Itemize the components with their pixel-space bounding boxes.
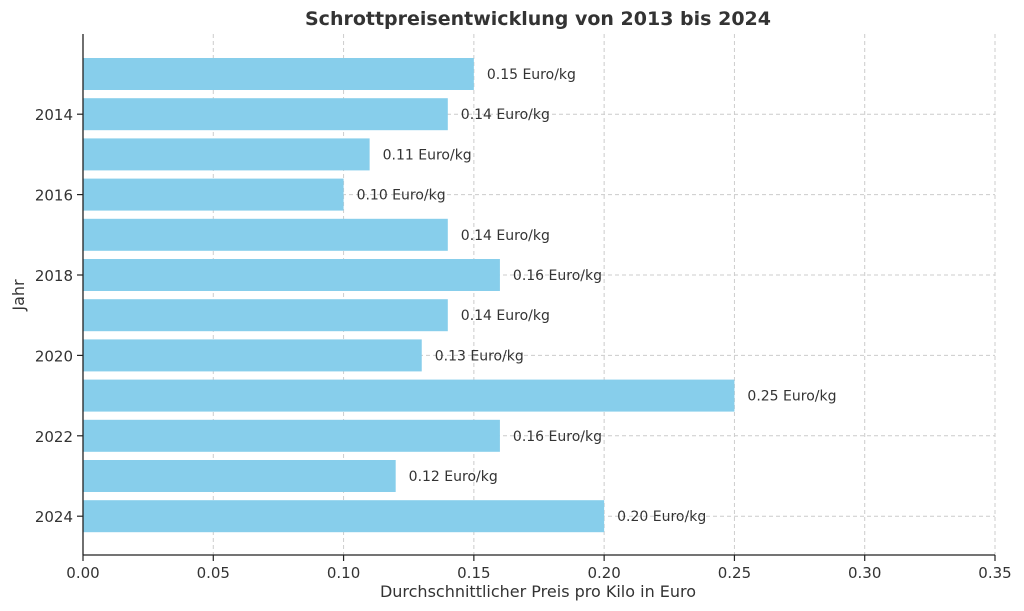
axes <box>82 34 995 556</box>
x-tick-label: 0.15 <box>457 564 490 582</box>
bar-2018 <box>83 259 500 291</box>
y-tick-label: 2014 <box>35 106 73 124</box>
data-label-2013: 0.15 Euro/kg <box>487 67 576 83</box>
bar-2016 <box>83 178 344 211</box>
data-label-2019: 0.14 Euro/kg <box>461 308 550 324</box>
x-tick-label: 0.10 <box>327 564 360 582</box>
bar-2021 <box>83 379 735 412</box>
x-tick-label: 0.05 <box>197 564 230 582</box>
bar-2014 <box>83 98 448 131</box>
bar-2022 <box>83 419 500 452</box>
data-label-2021: 0.25 Euro/kg <box>747 389 836 405</box>
y-tick-label: 2016 <box>35 187 73 205</box>
bar-2023 <box>83 460 396 492</box>
y-tick-label: 2018 <box>35 267 73 285</box>
data-label-2017: 0.14 Euro/kg <box>461 228 550 244</box>
data-label-2015: 0.11 Euro/kg <box>383 147 472 163</box>
bar-2020 <box>83 339 422 372</box>
data-labels: 0.15 Euro/kg 0.14 Euro/kg 0.11 Euro/kg 0.10… <box>357 67 837 525</box>
data-label-2016: 0.10 Euro/kg <box>357 188 446 204</box>
data-label-2023: 0.12 Euro/kg <box>409 469 498 485</box>
x-ticks: 0.00 0.05 0.10 0.15 0.20 0.25 0.30 0.35 <box>66 555 1012 582</box>
bar-2015 <box>83 138 370 171</box>
data-label-2014: 0.14 Euro/kg <box>461 107 550 123</box>
x-tick-label: 0.00 <box>66 564 99 582</box>
bar-2017 <box>83 218 448 251</box>
data-label-2024: 0.20 Euro/kg <box>617 509 706 525</box>
bars <box>83 58 735 533</box>
bar-2019 <box>83 299 448 332</box>
data-label-2020: 0.13 Euro/kg <box>435 348 524 364</box>
chart-title: Schrottpreisentwicklung von 2013 bis 202… <box>305 8 771 30</box>
y-tick-label: 2022 <box>35 428 73 446</box>
x-axis-title: Durchschnittlicher Preis pro Kilo in Eur… <box>380 582 696 601</box>
data-label-2018: 0.16 Euro/kg <box>513 268 602 284</box>
y-axis-title: Jahr <box>9 279 28 312</box>
y-tick-label: 2020 <box>35 347 73 365</box>
x-tick-label: 0.35 <box>978 564 1011 582</box>
grid <box>82 34 996 555</box>
data-label-2022: 0.16 Euro/kg <box>513 429 602 445</box>
x-tick-label: 0.25 <box>718 564 751 582</box>
x-tick-label: 0.20 <box>587 564 620 582</box>
x-tick-label: 0.30 <box>848 564 881 582</box>
bar-2024 <box>83 500 605 533</box>
y-ticks: 2014 2016 2018 2020 2022 2024 <box>35 106 83 526</box>
bar-2013 <box>83 58 474 90</box>
y-tick-label: 2024 <box>35 508 73 526</box>
